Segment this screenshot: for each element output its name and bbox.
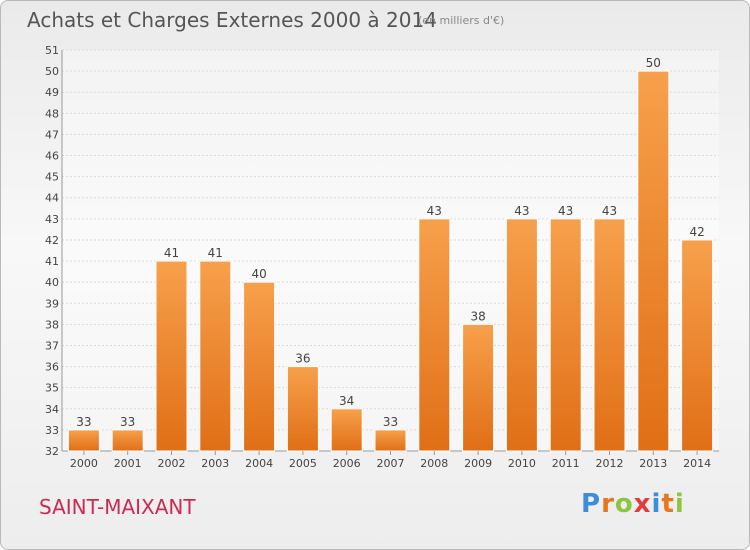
y-tick-label: 36 bbox=[45, 361, 59, 374]
x-tick-label: 2005 bbox=[289, 457, 317, 470]
y-tick-label: 44 bbox=[45, 192, 59, 205]
y-tick-label: 38 bbox=[45, 318, 59, 331]
y-tick-label: 50 bbox=[45, 65, 59, 78]
bar bbox=[199, 260, 232, 452]
bar bbox=[374, 429, 407, 452]
bar-value-label: 34 bbox=[339, 394, 354, 408]
bar-value-label: 36 bbox=[295, 352, 310, 366]
bar-value-label: 38 bbox=[470, 309, 485, 323]
y-tick-label: 35 bbox=[45, 382, 59, 395]
bar bbox=[243, 281, 276, 452]
logo-letter: t bbox=[661, 489, 675, 519]
y-tick-label: 40 bbox=[45, 276, 59, 289]
logo-letter: i bbox=[674, 489, 685, 519]
bar bbox=[111, 429, 144, 452]
x-tick-label: 2012 bbox=[596, 457, 624, 470]
x-tick-label: 2009 bbox=[464, 457, 492, 470]
logo-letter: x bbox=[633, 489, 652, 519]
x-tick-label: 2011 bbox=[552, 457, 580, 470]
y-tick-label: 45 bbox=[45, 171, 59, 184]
x-tick-label: 2000 bbox=[70, 457, 98, 470]
bar-value-label: 33 bbox=[76, 415, 91, 429]
proxiti-logo[interactable]: Proxiti bbox=[581, 489, 685, 519]
logo-letter: i bbox=[651, 489, 662, 519]
chart-subtitle: (en milliers d'€) bbox=[418, 14, 505, 27]
bar-value-label: 33 bbox=[120, 415, 135, 429]
x-tick-label: 2001 bbox=[114, 457, 142, 470]
logo-letter: P bbox=[581, 489, 602, 519]
x-tick-label: 2004 bbox=[245, 457, 273, 470]
x-tick-label: 2006 bbox=[333, 457, 361, 470]
y-tick-label: 42 bbox=[45, 234, 59, 247]
bar-value-label: 42 bbox=[689, 225, 704, 239]
x-tick-label: 2007 bbox=[377, 457, 405, 470]
bar bbox=[286, 366, 319, 452]
logo-letter: r bbox=[601, 489, 615, 519]
x-tick-label: 2002 bbox=[158, 457, 186, 470]
bar bbox=[155, 260, 188, 452]
bar-value-label: 33 bbox=[383, 415, 398, 429]
bar bbox=[330, 408, 363, 452]
bar-value-label: 43 bbox=[558, 204, 573, 218]
city-name: SAINT-MAIXANT bbox=[39, 495, 196, 519]
y-tick-label: 39 bbox=[45, 297, 59, 310]
bar bbox=[593, 218, 626, 452]
x-tick-label: 2014 bbox=[683, 457, 711, 470]
y-tick-label: 49 bbox=[45, 86, 59, 99]
bar-value-label: 41 bbox=[164, 246, 179, 260]
x-tick-label: 2003 bbox=[201, 457, 229, 470]
x-tick-label: 2010 bbox=[508, 457, 536, 470]
bar-value-label: 41 bbox=[208, 246, 223, 260]
y-tick-label: 43 bbox=[45, 213, 59, 226]
x-tick-label: 2013 bbox=[639, 457, 667, 470]
bar bbox=[505, 218, 538, 452]
bar bbox=[681, 239, 714, 452]
y-tick-label: 34 bbox=[45, 403, 59, 416]
y-tick-label: 46 bbox=[45, 150, 59, 163]
bar bbox=[637, 70, 670, 452]
bar-value-label: 43 bbox=[514, 204, 529, 218]
bar bbox=[462, 323, 495, 452]
bar bbox=[418, 218, 451, 452]
bar-value-label: 43 bbox=[602, 204, 617, 218]
bar-value-label: 40 bbox=[251, 267, 266, 281]
bar bbox=[67, 429, 100, 452]
bar-value-label: 43 bbox=[427, 204, 442, 218]
y-tick-label: 33 bbox=[45, 424, 59, 437]
bar bbox=[549, 218, 582, 452]
chart-title: Achats et Charges Externes 2000 à 2014 bbox=[27, 8, 437, 32]
x-tick-label: 2008 bbox=[420, 457, 448, 470]
y-tick-label: 32 bbox=[45, 445, 59, 458]
y-tick-label: 41 bbox=[45, 255, 59, 268]
y-tick-label: 37 bbox=[45, 339, 59, 352]
y-tick-label: 48 bbox=[45, 107, 59, 120]
logo-letter: o bbox=[614, 489, 634, 519]
y-tick-label: 51 bbox=[45, 44, 59, 57]
y-tick-label: 47 bbox=[45, 128, 59, 141]
bar-value-label: 50 bbox=[646, 56, 661, 70]
